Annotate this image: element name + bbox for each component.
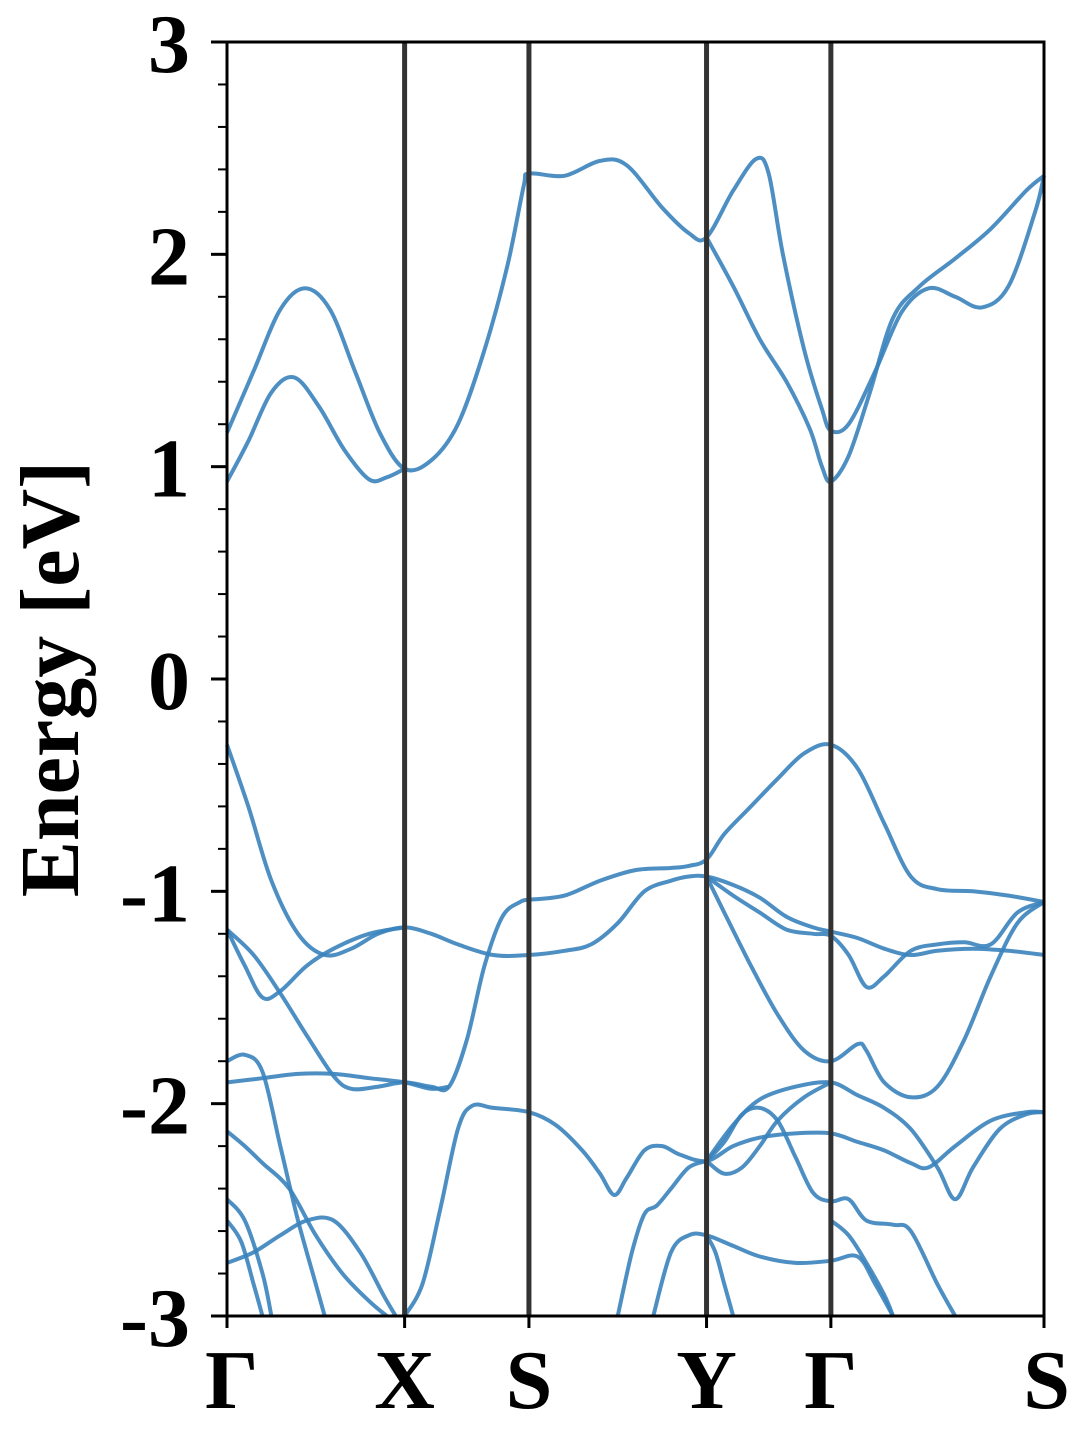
- band-line-15: [705, 1080, 832, 1176]
- band-line-20: [829, 1218, 895, 1317]
- x-tick-label: Y: [676, 1334, 737, 1427]
- band-line-9: [704, 875, 1046, 1100]
- band-lines: [225, 155, 1046, 1318]
- plot-frame: [225, 40, 1046, 1318]
- band-line-11: [226, 1071, 450, 1091]
- band-line-12: [225, 1129, 389, 1318]
- band-line-4: [225, 744, 1045, 958]
- band-line-1: [225, 155, 1046, 473]
- y-tick-label: 3: [148, 0, 190, 91]
- x-tick-label: Γ: [205, 1334, 258, 1427]
- y-tick-label: 2: [148, 210, 190, 303]
- y-axis-title: Energy [eV]: [4, 461, 97, 897]
- band-line-17: [615, 1159, 708, 1317]
- band-line-10: [226, 1052, 327, 1317]
- band-line-16: [705, 1105, 957, 1317]
- band-line-14: [704, 1080, 1045, 1202]
- band-line-3: [704, 174, 1046, 484]
- band-line-8: [705, 874, 1045, 990]
- x-tick-label: S: [506, 1334, 553, 1427]
- y-tick-label: 1: [148, 423, 190, 516]
- band-line-18: [651, 1231, 895, 1317]
- band-line-19: [704, 1234, 736, 1317]
- y-tick-label: -1: [120, 847, 190, 940]
- y-tick-label: -3: [120, 1272, 190, 1365]
- x-tick-label: Γ: [804, 1334, 857, 1427]
- band-line-6: [225, 925, 405, 1001]
- band-line-23: [226, 1215, 398, 1317]
- y-axis-ticks: -3 -2 -1 0 1 2 3: [120, 0, 227, 1365]
- band-line-22: [225, 1219, 265, 1317]
- x-tick-label: X: [374, 1334, 435, 1427]
- y-tick-label: -2: [120, 1060, 190, 1153]
- band-line-13: [402, 1102, 1045, 1318]
- x-tick-label: S: [1023, 1334, 1070, 1427]
- band-line-21: [225, 1197, 274, 1317]
- band-line-5: [528, 742, 1045, 904]
- y-tick-label: 0: [148, 635, 190, 728]
- high-symmetry-lines: [402, 42, 834, 1316]
- band-line-2: [225, 374, 406, 484]
